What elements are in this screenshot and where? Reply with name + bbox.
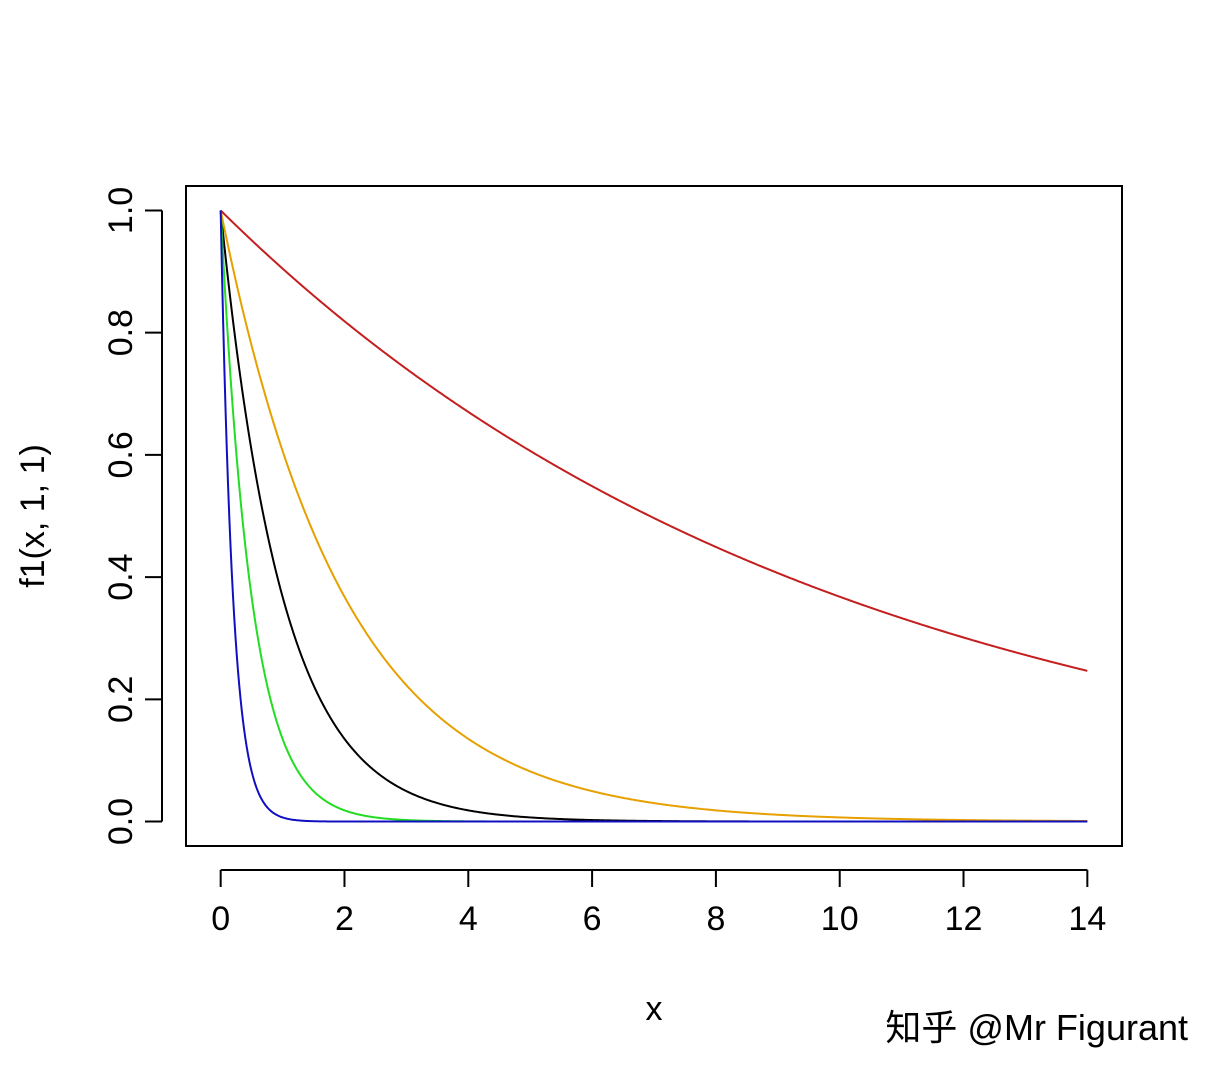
series-line-5 — [219, 210, 1088, 823]
x-tick-label: 0 — [211, 900, 230, 938]
y-tick-label: 0.4 — [102, 553, 140, 600]
y-tick-label: 0.2 — [102, 676, 140, 723]
series-line-4 — [219, 210, 1088, 823]
y-tick-label: 0.8 — [102, 309, 140, 356]
y-tick-label: 0.6 — [102, 431, 140, 478]
x-tick-label: 10 — [821, 900, 859, 938]
x-axis-label: x — [646, 990, 663, 1028]
series-line-2 — [219, 210, 1088, 822]
series-line-3 — [219, 209, 1088, 672]
x-tick-label: 14 — [1068, 900, 1106, 938]
x-tick-label: 4 — [459, 900, 478, 938]
y-axis: 0.0 0.2 0.4 0.6 0.8 1.0 — [102, 187, 163, 845]
series-layer — [219, 209, 1088, 823]
plot-box — [185, 185, 1123, 847]
x-tick-label: 8 — [706, 900, 725, 938]
y-tick-label: 0.0 — [102, 798, 140, 845]
watermark: 知乎 @Mr Figurant — [885, 1007, 1188, 1048]
series-line-1 — [219, 210, 1088, 823]
x-axis: 0 2 4 6 8 10 12 14 — [211, 869, 1106, 938]
x-tick-label: 2 — [335, 900, 354, 938]
y-tick-label: 1.0 — [102, 187, 140, 234]
y-axis-label: f1(x, 1, 1) — [14, 444, 52, 588]
x-tick-label: 6 — [583, 900, 602, 938]
x-tick-label: 12 — [945, 900, 983, 938]
